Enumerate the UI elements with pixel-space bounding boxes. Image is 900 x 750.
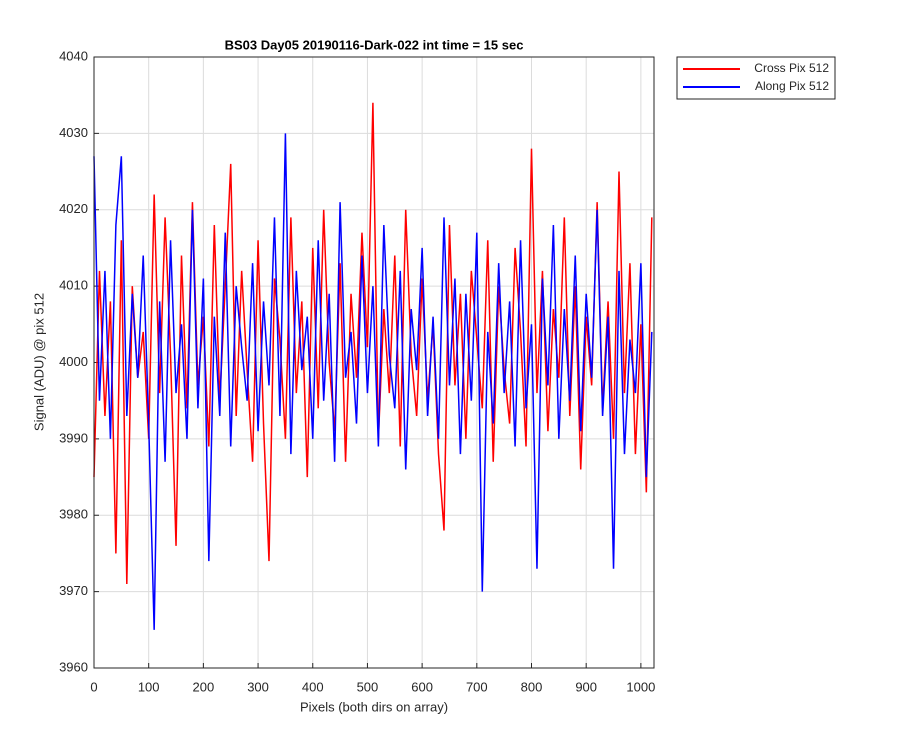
y-axis-label: Signal (ADU) @ pix 512 xyxy=(31,293,46,431)
y-tick-label: 4030 xyxy=(59,125,88,140)
x-tick-label: 900 xyxy=(575,679,597,694)
x-tick-label: 600 xyxy=(411,679,433,694)
x-tick-label: 300 xyxy=(247,679,269,694)
y-tick-label: 3980 xyxy=(59,507,88,522)
chart-title: BS03 Day05 20190116-Dark-022 int time = … xyxy=(225,37,524,52)
x-tick-label: 700 xyxy=(466,679,488,694)
x-tick-label: 800 xyxy=(521,679,543,694)
x-tick-label: 200 xyxy=(193,679,215,694)
y-tick-label: 4010 xyxy=(59,278,88,293)
x-tick-label: 0 xyxy=(90,679,97,694)
series-line xyxy=(93,133,653,630)
x-tick-label: 100 xyxy=(138,679,160,694)
x-tick-label: 500 xyxy=(357,679,379,694)
x-tick-label: 400 xyxy=(302,679,324,694)
y-tick-label: 3970 xyxy=(59,583,88,598)
y-tick-label: 4000 xyxy=(59,354,88,369)
legend-box xyxy=(676,56,836,100)
lines xyxy=(93,102,653,630)
grid: 3960 3970 3980 3990 4000 4010 4020 4030 4040 0 100… xyxy=(59,48,655,694)
x-tick-label: 1000 xyxy=(626,679,655,694)
y-tick-label: 4040 xyxy=(59,48,88,63)
axes-box xyxy=(93,56,655,669)
y-tick-label: 3990 xyxy=(59,430,88,445)
legend: Cross Pix 512 Along Pix 512 xyxy=(676,56,836,100)
x-axis-label: Pixels (both dirs on array) xyxy=(300,699,448,714)
legend-label: Along Pix 512 xyxy=(755,79,829,93)
legend-label: Cross Pix 512 xyxy=(754,61,829,75)
y-tick-label: 4020 xyxy=(59,201,88,216)
y-tick-label: 3960 xyxy=(59,659,88,674)
